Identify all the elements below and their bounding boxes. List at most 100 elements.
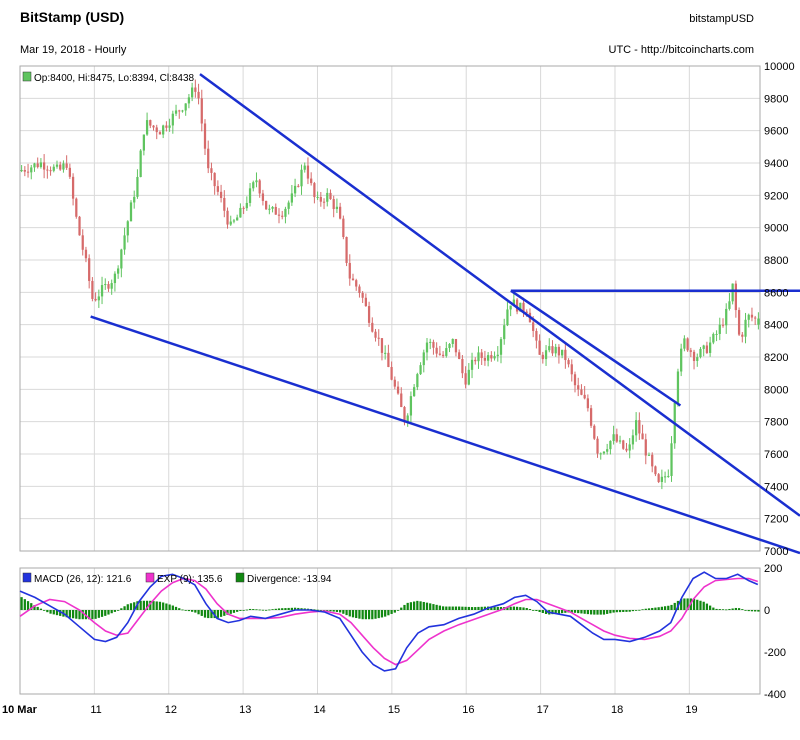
candle-body xyxy=(68,167,71,177)
candle-body xyxy=(680,348,683,372)
candle-body xyxy=(210,168,213,173)
divergence-bar xyxy=(702,601,705,610)
symbol-label: bitstampUSD xyxy=(689,13,754,25)
divergence-bar xyxy=(663,606,667,610)
divergence-bar xyxy=(647,608,651,610)
divergence-bar xyxy=(245,609,248,611)
candle-body xyxy=(158,132,162,135)
candle-body xyxy=(403,407,406,423)
divergence-bar xyxy=(496,606,499,610)
candle-body xyxy=(367,306,371,323)
candle-body xyxy=(438,353,441,355)
candle-body xyxy=(429,341,432,343)
candle-body xyxy=(557,346,561,356)
divergence-bar xyxy=(367,610,371,620)
divergence-bar xyxy=(162,602,165,610)
divergence-bar xyxy=(519,607,522,610)
divergence-bar xyxy=(618,610,622,613)
divergence-bar xyxy=(673,602,676,610)
divergence-bar xyxy=(596,610,599,615)
divergence-bar xyxy=(490,606,493,610)
candle-body xyxy=(26,171,30,173)
candle-body xyxy=(641,433,644,440)
candle-body xyxy=(589,408,593,426)
candle-body xyxy=(65,163,68,168)
divergence-bar xyxy=(747,610,750,612)
candle-body xyxy=(84,249,88,259)
candle-body xyxy=(39,162,43,168)
candle-body xyxy=(657,474,660,482)
divergence-bar xyxy=(654,607,657,610)
candle-body xyxy=(663,476,667,478)
divergence-bar xyxy=(120,608,123,610)
candle-body xyxy=(570,364,573,375)
candle-body xyxy=(197,91,200,99)
candle-body xyxy=(709,342,712,353)
candle-body xyxy=(744,319,747,337)
divergence-bar xyxy=(580,610,583,614)
divergence-bar xyxy=(538,610,541,613)
candle-body xyxy=(728,301,731,309)
candle-body xyxy=(187,97,191,104)
divergence-bar xyxy=(406,602,409,610)
candle-body xyxy=(113,273,117,284)
candle-body xyxy=(702,345,705,349)
x-tick-label: 10 Mar xyxy=(2,704,38,716)
divergence-bar xyxy=(36,606,39,610)
divergence-bar xyxy=(39,608,43,610)
candle-body xyxy=(493,356,496,359)
candle-body xyxy=(232,220,236,222)
divergence-bar xyxy=(342,610,345,614)
divergence-bar xyxy=(467,606,470,610)
divergence-bar xyxy=(393,610,396,613)
candle-body xyxy=(30,167,33,173)
divergence-bar xyxy=(641,609,644,611)
divergence-bar xyxy=(171,605,174,610)
divergence-bar xyxy=(731,608,734,610)
divergence-bar xyxy=(644,608,647,610)
candle-body xyxy=(721,324,725,326)
divergence-bar xyxy=(361,610,364,620)
divergence-bar xyxy=(409,602,413,610)
divergence-bar xyxy=(88,610,91,620)
candle-body xyxy=(461,358,464,374)
y-tick-label: 8400 xyxy=(764,320,788,332)
candle-body xyxy=(435,347,438,354)
divergence-bar xyxy=(117,610,120,611)
divergence-bar xyxy=(210,610,213,619)
candle-body xyxy=(351,278,355,281)
candle-body xyxy=(129,202,133,222)
divergence-bar xyxy=(319,610,322,611)
divergence-bar xyxy=(390,610,393,614)
divergence-bar xyxy=(165,603,168,610)
divergence-bar xyxy=(589,610,593,615)
candle-body xyxy=(377,337,380,339)
candle-body xyxy=(326,192,329,202)
divergence-bar xyxy=(20,597,23,610)
divergence-bar xyxy=(55,610,59,616)
candle-body xyxy=(165,125,168,128)
candle-body xyxy=(194,87,197,92)
divergence-bar xyxy=(551,610,554,615)
x-tick-label: 18 xyxy=(611,704,623,716)
candle-body xyxy=(606,449,609,452)
divergence-bar xyxy=(239,610,242,611)
candle-body xyxy=(226,210,229,225)
candle-body xyxy=(564,349,567,361)
signal-swatch xyxy=(145,572,155,583)
candle-body xyxy=(62,163,65,170)
candle-body xyxy=(470,359,474,370)
divergence-bar xyxy=(413,601,416,610)
divergence-bar xyxy=(509,606,512,610)
macd-y-tick-label: -400 xyxy=(764,689,786,701)
candle-body xyxy=(400,393,403,408)
candle-body xyxy=(316,196,319,198)
divergence-bar xyxy=(252,609,255,610)
candle-body xyxy=(538,340,541,355)
candle-body xyxy=(586,398,589,409)
candle-body xyxy=(277,214,281,216)
divergence-bar xyxy=(26,601,30,610)
divergence-bar xyxy=(129,603,133,610)
candle-body xyxy=(49,170,52,172)
candle-body xyxy=(490,355,493,359)
